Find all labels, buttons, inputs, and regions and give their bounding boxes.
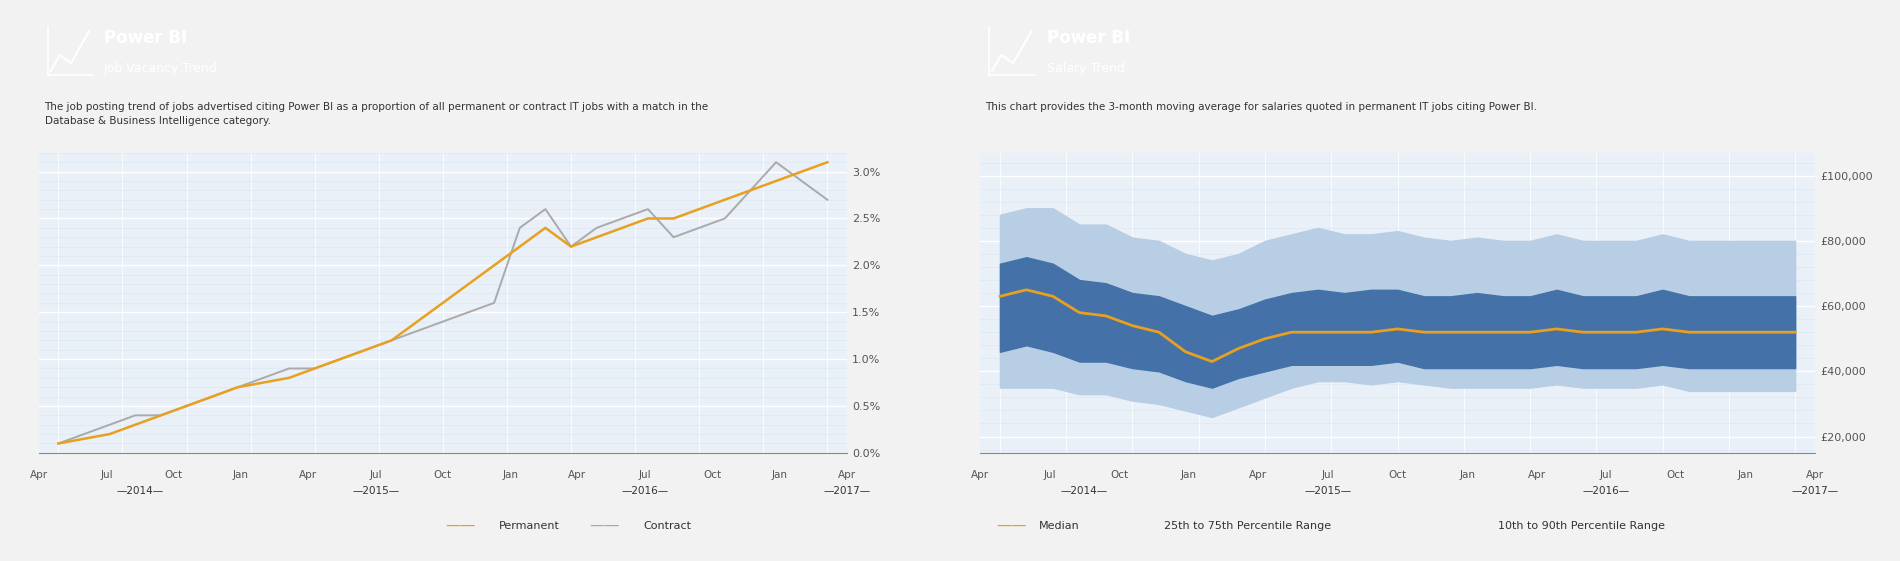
- Text: Median: Median: [1039, 521, 1079, 531]
- Text: Apr: Apr: [971, 470, 990, 480]
- Text: Jan: Jan: [1180, 470, 1197, 480]
- Text: Oct: Oct: [1666, 470, 1685, 480]
- Text: Oct: Oct: [165, 470, 182, 480]
- Text: —2017—: —2017—: [823, 486, 870, 496]
- Text: —2017—: —2017—: [1792, 486, 1839, 496]
- Text: Apr: Apr: [568, 470, 587, 480]
- Text: Contract: Contract: [642, 521, 692, 531]
- Text: —2016—: —2016—: [1583, 486, 1630, 496]
- Text: 25th to 75th Percentile Range: 25th to 75th Percentile Range: [1165, 521, 1330, 531]
- Text: Apr: Apr: [838, 470, 855, 480]
- Text: Apr: Apr: [1807, 470, 1824, 480]
- Text: Permanent: Permanent: [498, 521, 559, 531]
- Text: Power BI: Power BI: [1047, 29, 1130, 47]
- Text: Job Vacancy Trend: Job Vacancy Trend: [104, 62, 218, 75]
- Text: Jul: Jul: [1322, 470, 1334, 480]
- Text: —2016—: —2016—: [621, 486, 669, 496]
- Text: Oct: Oct: [703, 470, 722, 480]
- Text: Power BI: Power BI: [104, 29, 188, 47]
- Text: —2014—: —2014—: [1060, 486, 1108, 496]
- Text: Jul: Jul: [638, 470, 652, 480]
- Text: ——: ——: [589, 518, 619, 533]
- Text: Jan: Jan: [1737, 470, 1754, 480]
- Text: Jul: Jul: [1600, 470, 1613, 480]
- Text: Jan: Jan: [234, 470, 249, 480]
- Text: Apr: Apr: [1250, 470, 1267, 480]
- Text: Jan: Jan: [502, 470, 519, 480]
- Text: ——: ——: [998, 518, 1028, 533]
- Text: Jul: Jul: [369, 470, 382, 480]
- Text: Apr: Apr: [30, 470, 48, 480]
- Text: Oct: Oct: [433, 470, 452, 480]
- Text: —2015—: —2015—: [1305, 486, 1351, 496]
- Text: Jul: Jul: [1043, 470, 1056, 480]
- Text: —2014—: —2014—: [116, 486, 163, 496]
- Text: 10th to 90th Percentile Range: 10th to 90th Percentile Range: [1499, 521, 1664, 531]
- Text: The job posting trend of jobs advertised citing Power BI as a proportion of all : The job posting trend of jobs advertised…: [44, 102, 709, 126]
- Text: —2015—: —2015—: [352, 486, 399, 496]
- Text: Apr: Apr: [298, 470, 317, 480]
- Text: Jul: Jul: [101, 470, 112, 480]
- Text: Oct: Oct: [1110, 470, 1129, 480]
- Text: This chart provides the 3-month moving average for salaries quoted in permanent : This chart provides the 3-month moving a…: [986, 102, 1537, 112]
- Text: Apr: Apr: [1528, 470, 1547, 480]
- Text: Oct: Oct: [1389, 470, 1406, 480]
- Text: ——: ——: [445, 518, 475, 533]
- Text: Jan: Jan: [771, 470, 787, 480]
- Text: Jan: Jan: [1459, 470, 1474, 480]
- Text: Salary Trend: Salary Trend: [1047, 62, 1125, 75]
